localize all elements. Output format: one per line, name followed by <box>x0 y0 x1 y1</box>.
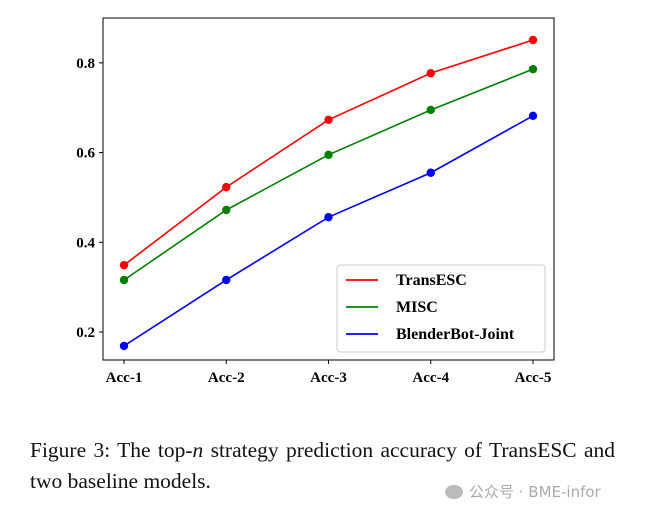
data-point <box>222 205 231 215</box>
data-point <box>119 275 129 285</box>
data-point <box>222 275 231 285</box>
y-tick-label: 0.4 <box>76 235 95 251</box>
caption-suffix: strategy prediction accuracy of TransESC… <box>30 438 616 493</box>
x-tick-label: Acc-4 <box>412 370 449 386</box>
data-point <box>324 212 333 222</box>
wechat-icon <box>445 485 463 499</box>
data-point <box>119 260 129 270</box>
line-chart: 0.2 0.4 0.6 0.8 Acc-1 Acc-2 Acc-3 Acc-4 Acc-5 Tra… <box>76 17 555 386</box>
x-tick-label: Acc-5 <box>515 370 552 386</box>
data-point <box>528 111 538 120</box>
y-tick-label: 0.8 <box>76 56 95 72</box>
legend-label: BlenderBot-Joint <box>396 326 515 343</box>
data-point <box>528 64 538 74</box>
watermark-text: 公众号 · BME-infor <box>469 483 601 501</box>
data-point <box>426 105 435 115</box>
series-line-misc <box>123 68 534 281</box>
data-point <box>528 35 538 45</box>
x-tick-label: Acc-3 <box>310 370 347 386</box>
watermark: 公众号 · BME-infor <box>445 481 601 502</box>
caption-variable: n <box>192 438 204 462</box>
x-tick-label: Acc-2 <box>208 370 245 386</box>
data-point <box>222 182 231 192</box>
x-tick-label: Acc-1 <box>106 370 143 386</box>
data-point <box>426 68 435 78</box>
legend-box <box>336 264 546 353</box>
y-tick-label: 0.6 <box>76 146 95 162</box>
data-point <box>324 115 333 125</box>
legend-label: MISC <box>396 299 438 316</box>
data-point <box>324 150 333 160</box>
y-tick-label: 0.2 <box>76 325 95 341</box>
figure-caption: Figure 3: The top-n strategy prediction … <box>30 435 615 497</box>
data-point <box>119 341 129 351</box>
caption-prefix: Figure 3: The top- <box>30 438 193 462</box>
data-point <box>426 168 435 177</box>
legend-label: TransESC <box>396 272 467 289</box>
